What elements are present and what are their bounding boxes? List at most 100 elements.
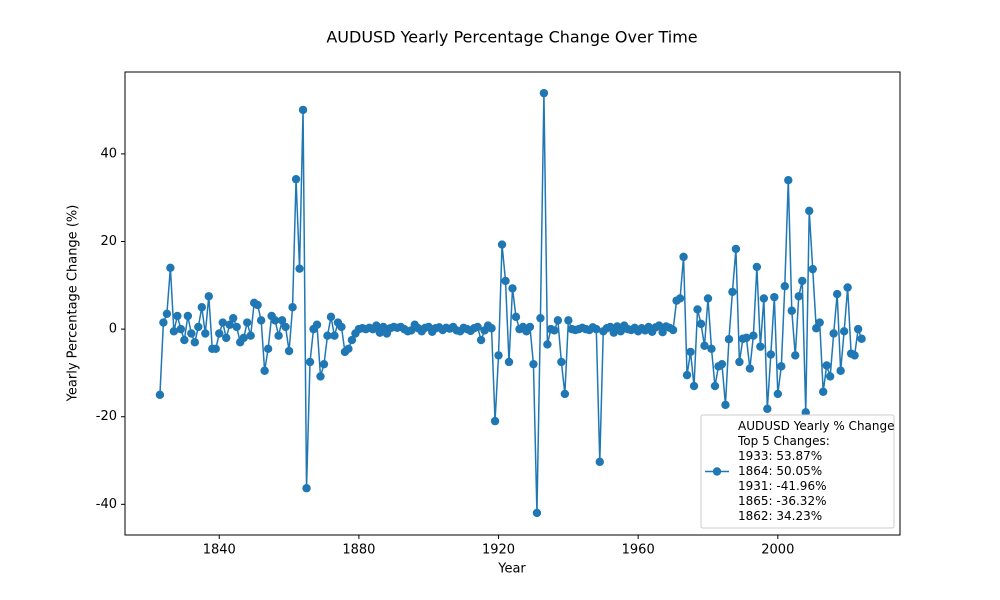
legend-note: 1865: -36.32% <box>738 494 826 508</box>
data-point <box>724 334 734 344</box>
data-point <box>815 318 824 327</box>
data-point <box>836 366 845 375</box>
data-point <box>592 324 601 334</box>
data-point <box>229 313 238 323</box>
data-point <box>162 309 172 318</box>
data-point <box>529 359 538 369</box>
data-point <box>686 347 695 357</box>
legend-note: 1931: -41.96% <box>738 479 826 493</box>
plot-frame <box>124 71 901 536</box>
data-point <box>798 276 807 286</box>
data-point <box>155 390 165 400</box>
data-point <box>749 331 758 340</box>
data-point <box>696 319 706 329</box>
data-point <box>201 329 210 338</box>
data-point <box>305 357 315 367</box>
data-point <box>700 341 709 350</box>
data-point <box>853 324 863 334</box>
legend-note: 1864: 50.05% <box>738 464 822 478</box>
data-point <box>805 206 814 216</box>
data-point <box>832 289 842 299</box>
data-point <box>609 328 618 337</box>
data-point <box>344 344 353 354</box>
data-point <box>295 264 304 273</box>
data-point <box>721 400 730 410</box>
data-point <box>560 389 570 399</box>
data-point <box>288 303 297 312</box>
y-tick-label: 20 <box>100 234 117 249</box>
data-point <box>330 331 339 340</box>
x-tick-label: 1880 <box>342 543 375 558</box>
data-point <box>818 387 828 396</box>
data-point <box>825 372 835 381</box>
data-point <box>742 333 751 343</box>
data-point <box>791 351 800 360</box>
data-point <box>511 312 521 322</box>
data-point <box>197 303 207 312</box>
data-point <box>218 318 227 327</box>
data-point <box>539 88 549 98</box>
data-point <box>319 359 329 369</box>
data-point <box>173 311 182 321</box>
data-point <box>564 316 573 325</box>
data-point <box>850 351 859 360</box>
data-point <box>316 372 325 381</box>
data-point <box>808 264 817 274</box>
data-point <box>777 362 786 371</box>
data-point <box>211 344 220 354</box>
data-point <box>710 381 720 391</box>
data-point <box>822 361 831 370</box>
data-point <box>490 416 500 426</box>
data-point <box>166 263 175 273</box>
data-point <box>298 105 308 115</box>
data-point <box>675 294 685 303</box>
data-point <box>284 346 294 356</box>
data-point <box>239 333 248 343</box>
chart-title: AUDUSD Yearly Percentage Change Over Tim… <box>326 28 697 47</box>
data-point <box>347 335 357 345</box>
data-point <box>215 329 224 338</box>
data-point <box>326 312 336 322</box>
data-point <box>225 320 234 329</box>
data-point <box>801 408 810 417</box>
data-point <box>745 364 755 373</box>
data-point <box>242 318 252 327</box>
data-point <box>337 322 346 332</box>
x-tick-label: 1920 <box>482 543 515 558</box>
data-point <box>763 404 772 414</box>
data-point <box>222 333 231 343</box>
data-point <box>501 276 510 286</box>
data-point <box>550 326 559 335</box>
data-point <box>281 322 290 332</box>
data-point <box>263 344 273 354</box>
data-point <box>735 357 744 367</box>
data-point <box>756 342 765 351</box>
data-point <box>260 366 269 375</box>
legend-marker <box>712 467 722 476</box>
data-point <box>707 344 716 354</box>
data-point <box>508 284 517 293</box>
data-point <box>274 331 283 340</box>
data-point <box>379 322 388 332</box>
x-tick-label: 1960 <box>622 543 655 558</box>
data-point <box>187 329 196 338</box>
y-tick-label: 40 <box>100 146 117 161</box>
data-point <box>180 335 189 345</box>
data-point <box>504 357 514 367</box>
data-point <box>525 322 535 332</box>
data-point <box>270 316 280 325</box>
data-point <box>766 350 776 359</box>
data-point <box>323 331 332 340</box>
legend-note: 1933: 53.87% <box>738 449 822 463</box>
legend-note: Top 5 Changes: <box>737 434 830 448</box>
data-point <box>787 306 796 315</box>
data-point <box>752 262 762 272</box>
legend-note: 1862: 34.23% <box>738 509 822 523</box>
legend-label: AUDUSD Yearly % Change <box>738 419 895 433</box>
data-point <box>857 334 866 343</box>
data-point <box>689 381 699 391</box>
data-point <box>253 300 262 310</box>
data-point <box>773 389 783 399</box>
